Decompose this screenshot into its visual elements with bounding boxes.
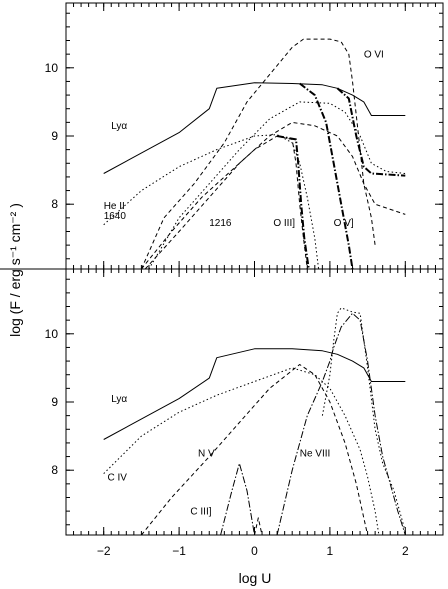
top-line-label: 1216 [209,218,232,229]
top-line-label: Lyα [111,121,127,132]
top-line-label: O III] [273,218,295,229]
curve-top-ov_dash [144,121,406,270]
curve-top-ovi_thick [336,87,406,177]
curve-bottom-nv [141,364,369,536]
curve-top-oiii [276,135,310,270]
bottom-line-label: Lyα [111,394,127,405]
curve-bottom-ciii [220,462,255,536]
curve-top-ovi [140,38,376,270]
axis-ticks: −2 −1 0 1 2 10 9 8 10 9 8 [45,3,444,558]
top-line-label: O VI [364,50,384,61]
curve-top-ov_thick [299,82,354,270]
x-tick-label: −1 [172,544,186,558]
x-tick-label: 0 [251,544,258,558]
curve-top-lya [103,82,406,174]
x-tick-label: −2 [97,544,111,558]
line-curves [103,38,406,536]
curve-top-lya1216 [141,135,308,270]
curve-bottom-neviii [276,312,406,536]
x-axis-label: log U [239,570,272,586]
y-tick-label: 8 [51,463,58,477]
bottom-line-label: Ne VIII [300,449,331,460]
y-tick-label: 10 [45,61,59,75]
top-line-label: He II [104,201,125,212]
y-tick-label: 9 [51,395,58,409]
curve-bottom-civ [103,367,380,536]
bottom-line-label: C III] [190,507,211,518]
top-line-label: 1640 [104,211,127,222]
y-tick-label: 9 [51,129,58,143]
bottom-line-label: N V [198,449,215,460]
y-tick-label: 8 [51,197,58,211]
curve-top-heii [103,134,320,270]
x-tick-label: 1 [327,544,334,558]
bottom-line-label: C IV [107,472,127,483]
curve-bottom-lya [103,348,406,440]
x-tick-label: 2 [402,544,409,558]
y-tick-label: 10 [45,327,59,341]
curve-bottom-ciii2 [254,517,263,536]
curve-top-ov_dot [148,101,406,270]
top-line-label: O V] [334,218,354,229]
y-axis-label: log (F / erg s⁻¹ cm⁻² ) [7,203,23,337]
